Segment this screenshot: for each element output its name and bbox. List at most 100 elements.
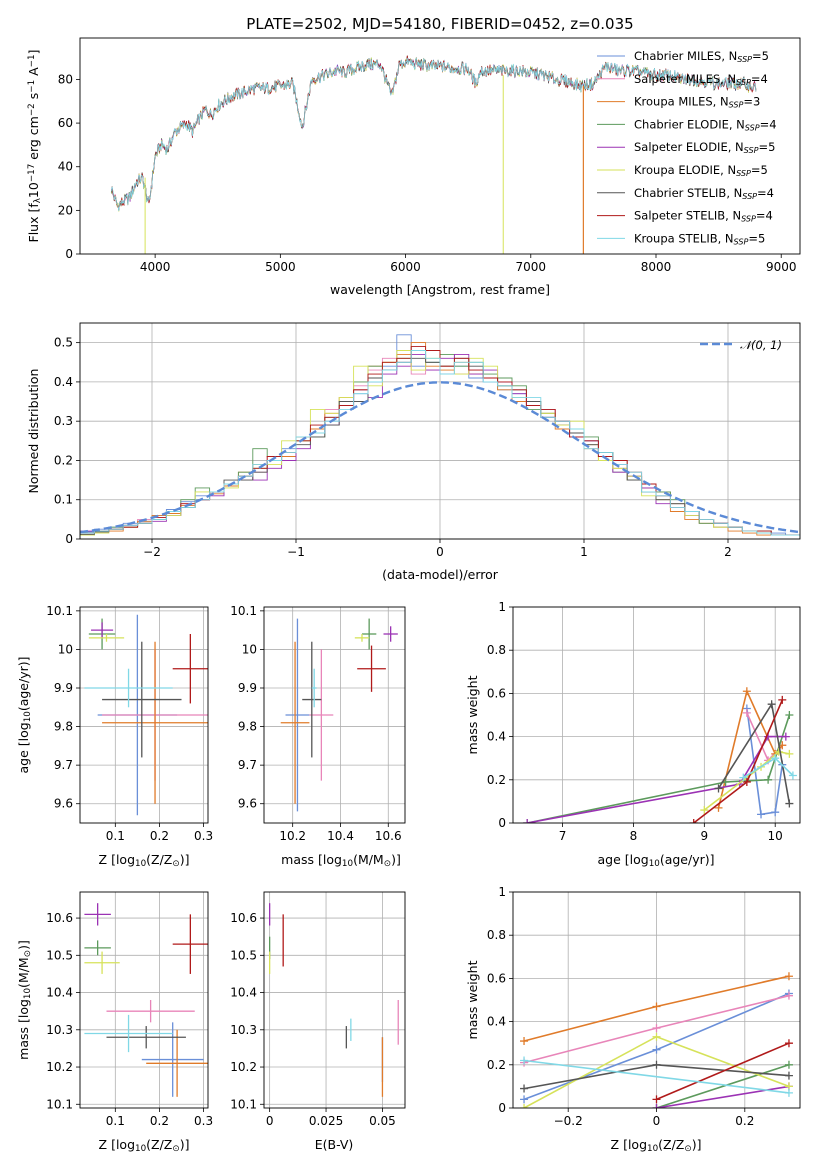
plot-area xyxy=(84,903,208,1097)
mass-weight-marker xyxy=(652,1045,661,1054)
mass-weight-marker xyxy=(764,775,773,784)
errorbar-point-1 xyxy=(141,1022,204,1097)
mass-weight-marker xyxy=(757,810,766,819)
mass-weight-marker xyxy=(785,749,794,758)
mass-weight-metallicity-panel: −0.2 0 0.2 0 0.2 0.4 0.6 0.8 1 xyxy=(487,885,801,1128)
y-tick-label: 10 xyxy=(242,642,257,656)
axes-frame xyxy=(79,37,801,255)
y-tick-label: 10.3 xyxy=(46,1023,73,1037)
x-tick-label: 8000 xyxy=(641,260,672,274)
mass-weight-line-4 xyxy=(656,1064,790,1108)
x-tick-label: 0.1 xyxy=(106,829,125,843)
y-tick-label: 0.2 xyxy=(54,453,73,467)
legend-entry-6: Kroupa ELODIE, NSSP=5 xyxy=(634,163,768,178)
mass-weight-marker xyxy=(520,1084,529,1093)
mass-weight-marker xyxy=(784,972,793,981)
x-axis-label: age [log10(age/yr)] xyxy=(597,852,714,869)
mass-weight-marker xyxy=(771,754,780,763)
y-tick-label: 0 xyxy=(498,816,506,830)
errorbar-point-3 xyxy=(146,1029,208,1097)
y-tick-label: 10.5 xyxy=(230,948,257,962)
y-tick-label: 10.2 xyxy=(230,1060,257,1074)
legend-entry-2: Salpeter MILES, NSSP=4 xyxy=(634,72,768,87)
mass-weight-marker xyxy=(742,708,751,717)
y-tick-label: 0 xyxy=(65,532,73,546)
y-tick-label: 9.9 xyxy=(238,681,257,695)
y-tick-label: 0.6 xyxy=(487,686,506,700)
x-tick-label: 0.025 xyxy=(309,1114,343,1128)
plot-area xyxy=(268,903,399,1097)
legend-entry-1: Chabrier MILES, NSSP=5 xyxy=(634,49,769,64)
mass-weight-marker xyxy=(652,1104,661,1108)
y-tick-label: 10.6 xyxy=(46,911,73,925)
x-tick-label: 0 xyxy=(266,1114,274,1128)
y-tick-label: 10.1 xyxy=(46,1097,73,1111)
y-tick-label: 10.1 xyxy=(46,604,73,618)
x-tick-label: 10.2 xyxy=(279,829,306,843)
mass-weight-marker xyxy=(788,771,797,780)
y-tick-label: 9.6 xyxy=(238,797,257,811)
errorbar-point-4 xyxy=(361,618,377,650)
errorbar-point-9 xyxy=(84,1014,173,1053)
x-tick-label: 10.4 xyxy=(327,829,354,843)
x-tick-label: 0.1 xyxy=(106,1114,125,1128)
mass-metallicity-panel: 0.1 0.2 0.3 10.1 10.2 10.3 10.4 10.5 10.6 xyxy=(46,891,213,1128)
errorbar-point-7 xyxy=(302,641,322,758)
mass-weight-line-8 xyxy=(656,1042,790,1101)
x-axis-label: Z [log10(Z/Z⊙)] xyxy=(611,1137,702,1154)
mass-extinction-panel: 0 0.025 0.05 10.1 10.2 10.3 10.4 10.5 10.6 xyxy=(230,891,406,1128)
y-tick-label: 0.4 xyxy=(487,730,506,744)
plot-area xyxy=(520,972,793,1108)
y-tick-label: 0.3 xyxy=(54,414,73,428)
y-tick-label: 0 xyxy=(498,1101,506,1115)
x-tick-label: 9 xyxy=(701,829,709,843)
mass-weight-marker xyxy=(784,1060,793,1069)
y-tick-label: 0.2 xyxy=(487,773,506,787)
errorbar-point-4 xyxy=(84,940,111,956)
mass-weight-marker xyxy=(767,700,776,709)
y-tick-label: 0.1 xyxy=(54,493,73,507)
legend-entry-4: Chabrier ELODIE, NSSP=4 xyxy=(634,117,777,132)
y-tick-label: 0.8 xyxy=(487,928,506,942)
mass-weight-marker xyxy=(520,1056,529,1065)
legend-entry-7: Chabrier STELIB, NSSP=4 xyxy=(634,186,774,201)
mass-weight-marker xyxy=(652,1032,661,1041)
mass-weight-marker xyxy=(652,1095,661,1104)
y-tick-label: 10.5 xyxy=(46,948,73,962)
x-tick-label: 0.3 xyxy=(194,829,213,843)
y-tick-label: 0.6 xyxy=(487,971,506,985)
legend-entry-9: Kroupa STELIB, NSSP=5 xyxy=(634,231,765,246)
mass-weight-marker xyxy=(739,773,748,782)
y-tick-label: 10 xyxy=(58,642,73,656)
y-tick-label: 40 xyxy=(58,160,73,174)
spectrum-line-9 xyxy=(110,57,757,211)
errorbar-point-6 xyxy=(88,634,125,642)
x-axis-label: (data-model)/error xyxy=(382,567,499,582)
errorbar-point-7 xyxy=(106,1026,186,1049)
mass-weight-age-panel: 7 8 9 10 0 0.2 0.4 0.6 0.8 1 xyxy=(487,600,801,843)
y-tick-label: 9.8 xyxy=(54,720,73,734)
y-tick-label: 20 xyxy=(58,203,73,217)
mass-weight-marker xyxy=(742,777,751,786)
x-tick-label: 9000 xyxy=(766,260,797,274)
y-tick-label: 0 xyxy=(65,247,73,261)
errorbar-point-6 xyxy=(354,634,370,642)
mass-weight-marker xyxy=(784,1039,793,1048)
plot-area xyxy=(80,334,800,539)
mass-weight-line-6 xyxy=(703,750,790,811)
x-axis-label: E(B-V) xyxy=(315,1137,354,1152)
x-tick-label: 0.05 xyxy=(369,1114,396,1128)
x-tick-label: 0.2 xyxy=(150,829,169,843)
plot-area xyxy=(110,55,757,254)
axes-frame xyxy=(79,322,801,540)
x-tick-label: 0 xyxy=(436,545,444,559)
mass-weight-marker xyxy=(652,1024,661,1033)
y-tick-label: 9.7 xyxy=(238,758,257,772)
mass-weight-marker xyxy=(714,784,723,793)
y-tick-label: 9.8 xyxy=(238,720,257,734)
y-axis-label: mass [log10(M/M⊙)] xyxy=(16,940,33,1060)
axes-frame xyxy=(79,891,209,1109)
x-tick-label: 7000 xyxy=(516,260,547,274)
x-axis-label: Z [log10(Z/Z⊙)] xyxy=(99,852,190,869)
x-tick-label: 10.6 xyxy=(375,829,402,843)
